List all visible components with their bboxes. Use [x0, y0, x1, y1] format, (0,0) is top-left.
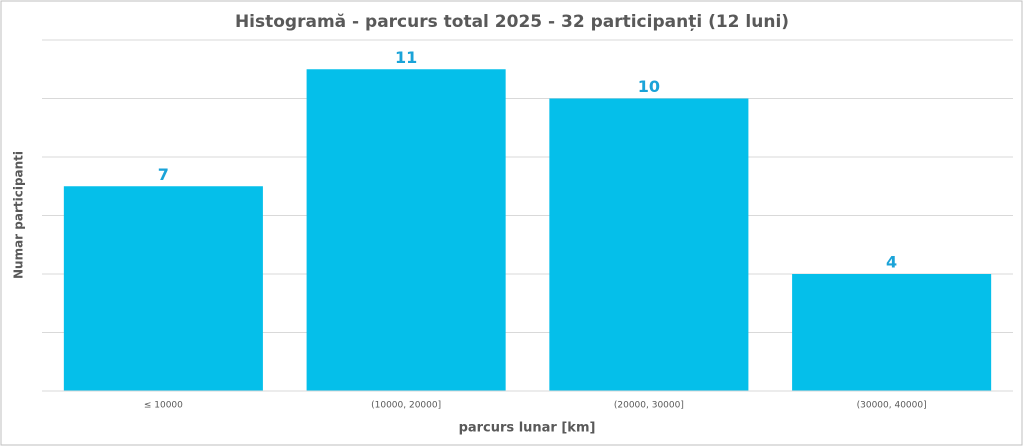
x-tick-label: (20000, 30000] — [614, 401, 684, 411]
x-axis-label: parcurs lunar [km] — [459, 421, 596, 436]
data-label: 4 — [886, 253, 897, 272]
bar — [306, 69, 506, 391]
bar — [549, 98, 749, 391]
bar — [792, 274, 992, 391]
y-axis-label: Numar participanti — [12, 151, 26, 279]
data-label: 11 — [395, 48, 417, 67]
x-tick-label: ≤ 10000 — [144, 401, 183, 411]
chart-title: Histogramă - parcurs total 2025 - 32 par… — [235, 12, 789, 32]
data-label: 7 — [158, 165, 169, 184]
x-tick-label: (10000, 20000] — [371, 401, 441, 411]
data-label: 10 — [638, 77, 660, 96]
bar — [63, 186, 263, 391]
x-tick-label: (30000, 40000] — [857, 401, 927, 411]
